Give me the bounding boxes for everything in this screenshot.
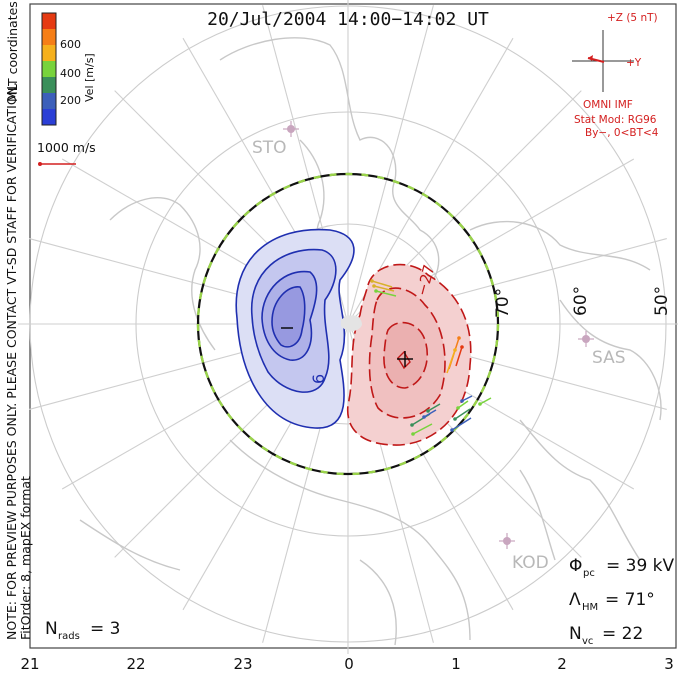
- imf-vector-head: [588, 55, 593, 61]
- negative-contour-inner: [271, 286, 306, 348]
- imf-z-label: +Z (5 nT): [607, 12, 658, 24]
- station-sas: SAS: [578, 331, 626, 368]
- lat-label-60: 60°: [571, 286, 591, 316]
- pole-patch: [341, 315, 362, 332]
- coast-5: [559, 299, 662, 421]
- lat-label-50: 50°: [652, 286, 672, 316]
- velocity-vector: [412, 423, 433, 435]
- velocity-vector: [451, 417, 472, 431]
- coast-2: [109, 197, 216, 351]
- phi-pc-value: = 39 kV: [606, 556, 675, 576]
- n-vc-symbol: N: [569, 624, 582, 644]
- mlt-tick-label: 0: [344, 655, 354, 673]
- velocity-vector: [427, 403, 441, 412]
- velocity-vector: [371, 280, 393, 288]
- velocity-colorbar: [41, 12, 57, 126]
- reference-vector-label: 1000 m/s: [37, 140, 96, 155]
- lambda-hm-subscript: HM: [582, 602, 598, 613]
- map-title: 20/Jul/2004 14:00−14:02 UT: [207, 9, 489, 30]
- mlt-axis: 21 22 23 0 1 2 3: [20, 655, 673, 673]
- colorbar-swatch: [42, 13, 56, 29]
- imf-source: OMNI IMF: [583, 99, 633, 111]
- n-rads-value: = 3: [90, 619, 120, 639]
- mlt-coordinates-label: MLT coordinates: [5, 1, 20, 102]
- n-rads-subscript: rads: [58, 631, 80, 642]
- velocity-vector: [479, 397, 492, 405]
- station-label-sas: SAS: [592, 348, 626, 368]
- negative-cell: [235, 228, 355, 429]
- colorbar-frame: [41, 12, 57, 126]
- velocity-vector: [373, 285, 395, 292]
- colorbar-label: Vel [m/s]: [83, 53, 96, 102]
- mlt-tick-label: 22: [126, 655, 145, 673]
- station-sto: STO: [252, 121, 299, 158]
- colorbar-swatch: [42, 29, 56, 45]
- station-markers: STO SAS KOD: [252, 121, 626, 573]
- coast-4: [469, 220, 651, 271]
- colorbar-swatch: [42, 61, 56, 77]
- imf-model-line1: Stat Mod: RG96: [574, 114, 657, 126]
- colorbar-swatch: [42, 93, 56, 109]
- lambda-hm-value: = 71°: [605, 590, 655, 610]
- mlt-tick-label: 3: [664, 655, 674, 673]
- colorbar-swatch: [42, 45, 56, 61]
- mlt-tick-label: 21: [20, 655, 39, 673]
- side-note: NOTE: FOR PREVIEW PURPOSES ONLY. PLEASE …: [4, 82, 19, 640]
- coast-6: [229, 439, 471, 641]
- hm-boundary-dashes: [196, 172, 500, 476]
- lat-label-70: 70°: [493, 288, 513, 318]
- contour-label-negative: 6: [309, 374, 328, 384]
- station-label-kod: KOD: [512, 553, 549, 573]
- velocity-vector: [461, 395, 473, 402]
- imf-model-line2: By−, 0<BT<4: [585, 127, 659, 139]
- n-vc-subscript: vc: [582, 636, 593, 647]
- n-vc-value: = 22: [602, 624, 643, 644]
- velocity-vector: [454, 408, 471, 420]
- mlt-tick-label: 23: [233, 655, 252, 673]
- lambda-hm-symbol: Λ: [569, 590, 581, 610]
- stats-panel: Φ pc = 39 kV Λ HM = 71° N vc = 22 N rads…: [45, 556, 675, 647]
- positive-cell: [346, 263, 472, 446]
- velocity-vector: [375, 290, 397, 297]
- velocity-vectors: [370, 279, 492, 436]
- fit-order-label: FitOrder: 8, mapEX format: [18, 476, 33, 640]
- coast-7: [519, 419, 641, 561]
- velocity-vector: [455, 346, 463, 367]
- colorbar-tick-200: 200: [60, 94, 81, 107]
- imf-y-label: +Y: [626, 57, 642, 69]
- phi-pc-symbol: Φ: [569, 556, 582, 576]
- velocity-vector: [446, 349, 456, 374]
- velocity-vector: [423, 409, 437, 418]
- colorbar-tick-400: 400: [60, 67, 81, 80]
- imf-dial: +Z (5 nT) +Y OMNI IMF Stat Mod: RG96 By−…: [572, 12, 659, 139]
- mlt-tick-label: 2: [557, 655, 567, 673]
- coast-9: [519, 469, 556, 561]
- n-rads-symbol: N: [45, 619, 58, 639]
- station-kod: KOD: [499, 533, 549, 573]
- coast-10: [79, 519, 181, 571]
- velocity-vector: [457, 400, 469, 409]
- coast-8: [359, 559, 397, 646]
- mlt-tick-label: 1: [451, 655, 461, 673]
- colorbar-swatch: [42, 109, 56, 125]
- station-label-sto: STO: [252, 138, 287, 158]
- phi-pc-subscript: pc: [583, 568, 595, 579]
- positive-contour-inner: [397, 350, 411, 370]
- colorbar-tick-600: 600: [60, 38, 81, 51]
- colorbar-swatch: [42, 77, 56, 93]
